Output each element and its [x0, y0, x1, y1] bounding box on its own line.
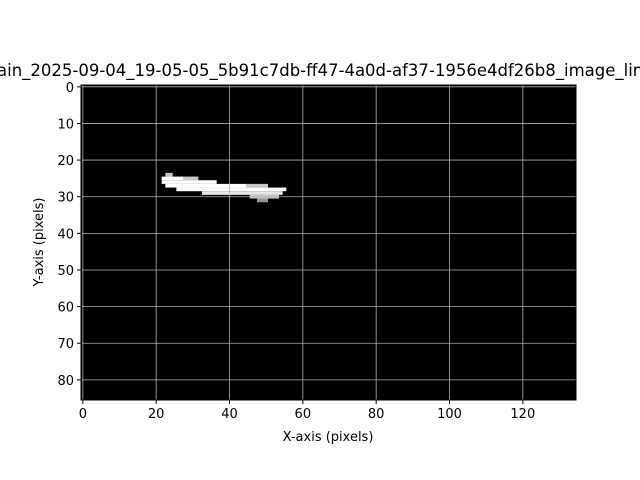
y-tick-label: 0	[66, 81, 74, 96]
x-tick-label: 80	[368, 407, 385, 422]
x-tick-label: 120	[510, 407, 535, 422]
x-tick-label: 60	[295, 407, 312, 422]
x-axis-label: X-axis (pixels)	[283, 430, 374, 445]
y-tick-label: 40	[57, 227, 74, 242]
pixel-run	[202, 191, 283, 195]
y-tick-label: 30	[57, 191, 74, 206]
image-background	[81, 85, 576, 400]
y-tick-label: 70	[57, 337, 74, 352]
chart-title: ain_2025-09-04_19-05-05_5b91c7db-ff47-4a…	[0, 61, 640, 81]
pixel-run	[176, 187, 287, 192]
y-tick-label: 10	[57, 117, 74, 132]
y-tick-label: 20	[57, 154, 74, 169]
y-tick-label: 60	[57, 301, 74, 316]
y-axis-label: Y-axis (pixels)	[32, 198, 47, 288]
x-tick-label: 20	[148, 407, 165, 422]
pixel-run	[246, 183, 268, 188]
x-tick-label: 100	[437, 407, 462, 422]
pixel-run	[257, 198, 268, 203]
pixel-run	[165, 183, 246, 188]
y-tick-label: 80	[57, 374, 74, 389]
x-tick-label: 0	[79, 407, 87, 422]
plot-frame	[80, 84, 577, 401]
y-tick-label: 50	[57, 264, 74, 279]
pixel-run	[161, 176, 184, 181]
pixel-run	[165, 172, 173, 177]
pixel-run	[183, 176, 199, 181]
pixel-run	[161, 180, 217, 184]
x-tick-label: 40	[221, 407, 238, 422]
